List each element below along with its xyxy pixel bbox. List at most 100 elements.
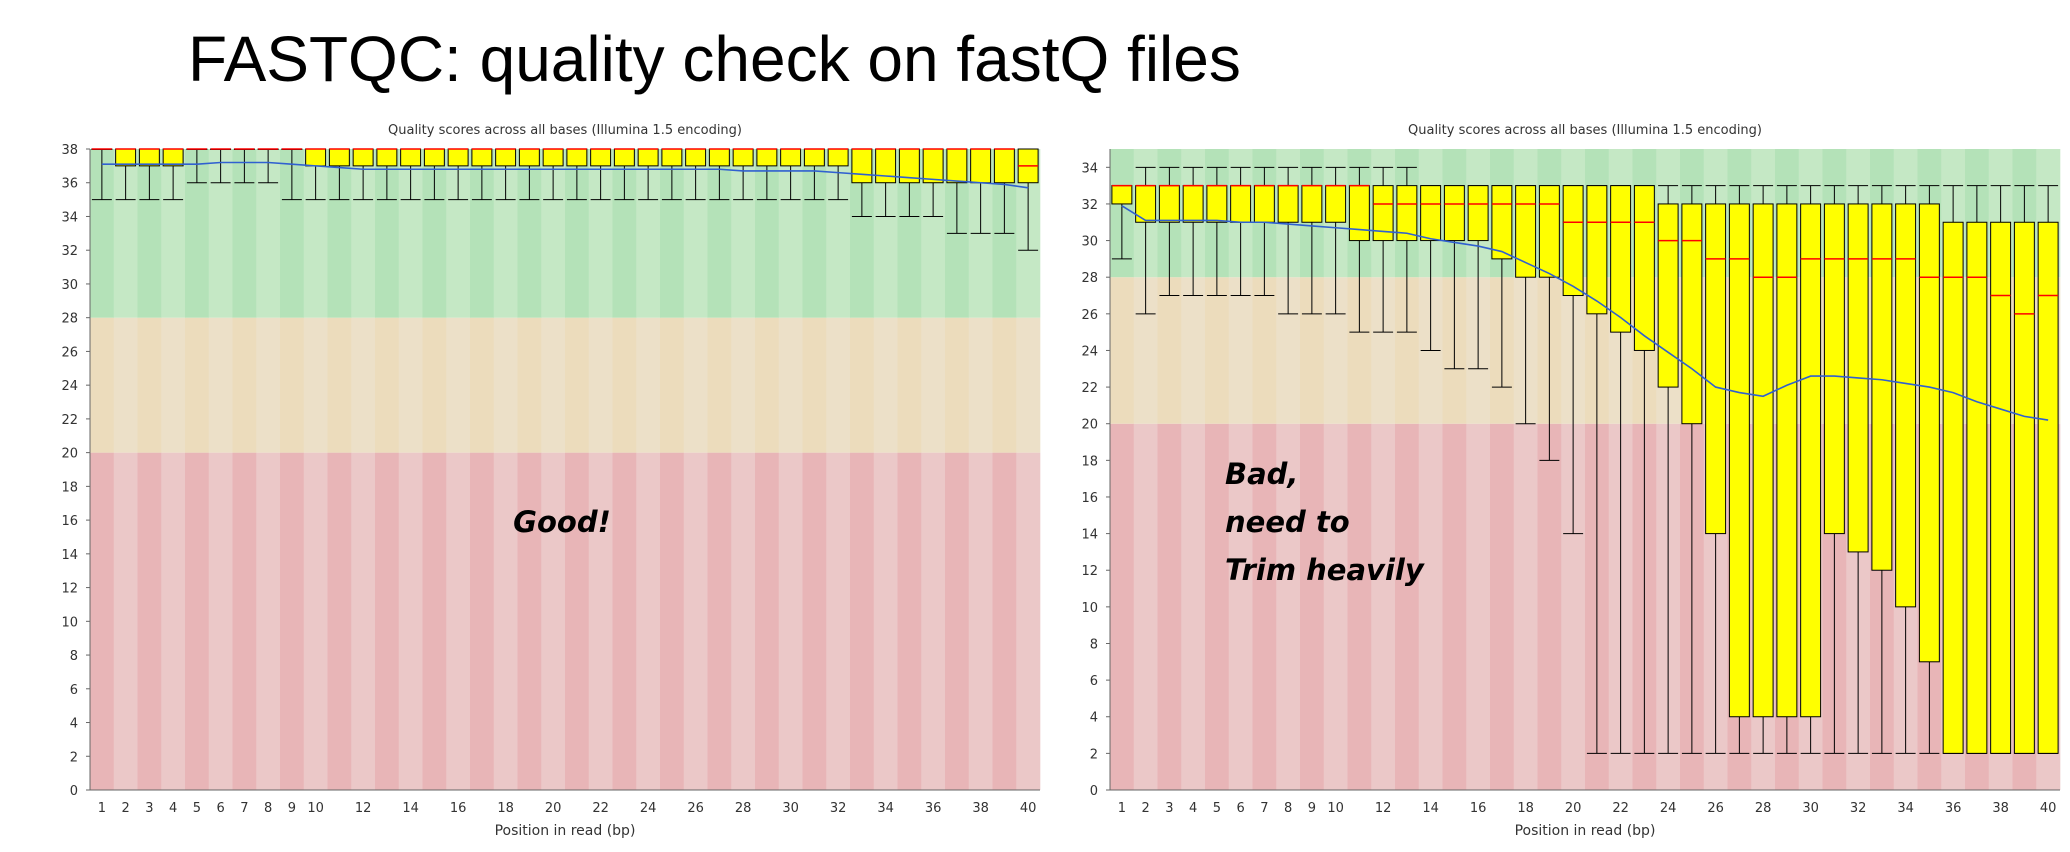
box-iqr bbox=[1586, 185, 1608, 315]
zone-bad-band bbox=[303, 452, 328, 790]
zone-ok-band bbox=[945, 317, 970, 453]
zone-bad-band bbox=[1110, 423, 1135, 790]
box-position-39 bbox=[993, 148, 1015, 234]
box-position-37 bbox=[1966, 185, 1988, 754]
zone-ok-band bbox=[185, 317, 210, 453]
box-iqr bbox=[423, 148, 445, 167]
box-position-35 bbox=[898, 148, 920, 217]
box-position-12 bbox=[1372, 166, 1394, 333]
box-position-25 bbox=[661, 148, 683, 201]
zone-bad-band bbox=[660, 452, 685, 790]
box-iqr bbox=[1633, 185, 1655, 351]
box-position-34 bbox=[1895, 185, 1917, 754]
y-tick-label: 0 bbox=[70, 784, 78, 799]
box-iqr bbox=[1158, 185, 1180, 223]
zone-ok-band bbox=[90, 317, 115, 453]
box-position-5 bbox=[186, 148, 208, 184]
box-position-13 bbox=[1396, 166, 1418, 333]
zone-bad-band bbox=[1513, 423, 1538, 790]
x-tick-label: 3 bbox=[145, 801, 153, 816]
box-iqr bbox=[875, 148, 897, 184]
box-position-8 bbox=[257, 148, 279, 184]
x-tick-label: 2 bbox=[1141, 801, 1149, 816]
x-tick-label: 26 bbox=[1707, 801, 1724, 816]
zone-bad-band bbox=[873, 452, 898, 790]
box-position-31 bbox=[1823, 185, 1845, 754]
zone-bad-band bbox=[1181, 423, 1206, 790]
box-iqr bbox=[2037, 221, 2059, 754]
zone-ok-band bbox=[232, 317, 257, 453]
mean-quality-line bbox=[101, 161, 1029, 189]
y-tick-label: 20 bbox=[61, 447, 78, 462]
y-tick-label: 32 bbox=[61, 244, 78, 259]
x-tick-label: 10 bbox=[1327, 801, 1344, 816]
y-tick-label: 28 bbox=[1081, 271, 1098, 286]
box-iqr bbox=[661, 148, 683, 167]
zone-bad-band bbox=[968, 452, 993, 790]
box-position-29 bbox=[756, 148, 778, 201]
zone-ok-band bbox=[517, 317, 542, 453]
box-iqr bbox=[447, 148, 469, 167]
zone-bad-band bbox=[1347, 423, 1372, 790]
zone-bad-band bbox=[921, 452, 946, 790]
zone-ok-band bbox=[303, 317, 328, 453]
box-position-10 bbox=[1325, 166, 1347, 315]
box-position-36 bbox=[922, 148, 944, 217]
zone-bad-band bbox=[351, 452, 376, 790]
zone-bad-band bbox=[517, 452, 542, 790]
box-iqr bbox=[1871, 203, 1893, 571]
x-tick-label: 26 bbox=[687, 801, 704, 816]
zone-ok-band bbox=[1157, 277, 1182, 424]
zone-ok-band bbox=[327, 317, 352, 453]
box-position-22 bbox=[590, 148, 612, 201]
box-position-13 bbox=[376, 148, 398, 201]
y-tick-label: 10 bbox=[61, 615, 78, 630]
zone-bad-band bbox=[1228, 423, 1253, 790]
y-tick-label: 32 bbox=[1081, 198, 1098, 213]
x-tick-label: 18 bbox=[1517, 801, 1534, 816]
box-position-26 bbox=[1705, 185, 1727, 754]
box-position-19 bbox=[1538, 185, 1560, 461]
box-iqr bbox=[1918, 203, 1940, 663]
y-tick-label: 30 bbox=[61, 278, 78, 293]
y-tick-label: 10 bbox=[1081, 601, 1098, 616]
annotation-text: Bad, bbox=[1225, 457, 1298, 491]
box-iqr bbox=[1515, 185, 1537, 278]
box-position-15 bbox=[423, 148, 445, 201]
box-position-2 bbox=[115, 148, 137, 201]
x-tick-label: 36 bbox=[1945, 801, 1962, 816]
zone-ok-band bbox=[280, 317, 305, 453]
zone-ok-band bbox=[850, 317, 875, 453]
zone-bad-band bbox=[161, 452, 186, 790]
y-tick-label: 6 bbox=[1090, 674, 1098, 689]
box-iqr bbox=[1895, 203, 1917, 608]
box-iqr bbox=[970, 148, 992, 184]
y-tick-label: 4 bbox=[1090, 711, 1098, 726]
box-position-23 bbox=[613, 148, 635, 201]
y-tick-label: 28 bbox=[61, 312, 78, 327]
box-iqr bbox=[1942, 221, 1964, 754]
quality-chart-good: Quality scores across all bases (Illumin… bbox=[22, 112, 1047, 842]
x-tick-label: 8 bbox=[264, 801, 272, 816]
box-iqr bbox=[138, 148, 160, 167]
x-tick-label: 9 bbox=[1308, 801, 1316, 816]
x-tick-label: 38 bbox=[972, 801, 989, 816]
annotation-text: need to bbox=[1225, 505, 1350, 539]
box-iqr bbox=[162, 148, 184, 167]
zone-bad-band bbox=[802, 452, 827, 790]
zone-ok-band bbox=[398, 317, 423, 453]
zone-bad-band bbox=[731, 452, 756, 790]
box-position-14 bbox=[400, 148, 422, 201]
zone-ok-band bbox=[422, 317, 447, 453]
x-tick-label: 22 bbox=[1612, 801, 1629, 816]
zone-ok-band bbox=[137, 317, 162, 453]
x-tick-label: 12 bbox=[1375, 801, 1392, 816]
box-position-29 bbox=[1776, 185, 1798, 754]
box-iqr bbox=[1230, 185, 1252, 223]
zone-ok-band bbox=[161, 317, 186, 453]
box-iqr bbox=[922, 148, 944, 184]
y-tick-label: 22 bbox=[61, 413, 78, 428]
box-position-4 bbox=[1182, 166, 1204, 297]
box-position-18 bbox=[1515, 185, 1537, 425]
box-iqr bbox=[1467, 185, 1489, 242]
